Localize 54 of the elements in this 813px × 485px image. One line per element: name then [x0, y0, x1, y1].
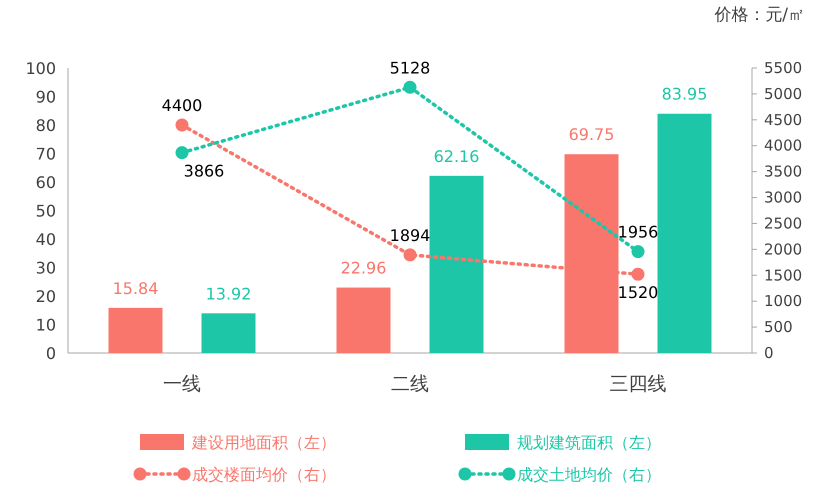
data-label: 83.95 — [662, 84, 708, 104]
data-label: 13.92 — [206, 284, 252, 304]
y2-tick-label: 1500 — [764, 266, 802, 284]
y-tick-label: 60 — [36, 173, 56, 192]
point — [632, 268, 644, 281]
y2-tick-label: 4500 — [764, 110, 802, 129]
y2-tick-label: 3000 — [764, 188, 802, 207]
data-label: 1520 — [618, 283, 658, 302]
y-tick-label: 40 — [36, 230, 56, 249]
y-tick-label: 70 — [36, 144, 56, 164]
bar — [658, 114, 712, 353]
y2-tick-label: 4000 — [764, 136, 802, 155]
legend-label: 成交土地均价（右） — [517, 465, 661, 484]
data-label: 5128 — [390, 58, 430, 78]
x-tick-label: 一线 — [163, 373, 201, 395]
y-tick-label: 0 — [46, 344, 56, 363]
y2-tick-label: 1000 — [764, 292, 802, 310]
y2-tick-label: 500 — [764, 318, 793, 336]
data-label: 3866 — [184, 162, 224, 181]
y2-axis-title: 价格：元/㎡ — [713, 5, 805, 25]
y-tick-label: 90 — [36, 88, 56, 106]
data-label: 1894 — [390, 226, 430, 245]
y2-tick-label: 5000 — [764, 84, 802, 103]
bar — [202, 313, 256, 353]
point — [404, 248, 416, 262]
bar — [108, 308, 162, 353]
legend-label: 成交楼面均价（右） — [192, 465, 336, 484]
x-tick-label: 二线 — [391, 373, 429, 395]
data-label: 1956 — [618, 222, 658, 242]
data-label: 4400 — [162, 96, 202, 115]
x-tick-label: 三四线 — [610, 373, 666, 395]
y2-tick-label: 2500 — [764, 214, 802, 232]
y-tick-label: 80 — [36, 116, 56, 135]
y-tick-label: 20 — [36, 287, 56, 306]
y2-tick-label: 3500 — [764, 162, 802, 181]
y-tick-label: 100 — [25, 59, 56, 78]
y-tick-label: 10 — [36, 316, 56, 334]
data-label: 22.96 — [340, 258, 386, 278]
point — [404, 80, 416, 94]
y2-tick-label: 0 — [764, 344, 774, 362]
point — [176, 118, 188, 132]
y-tick-label: 50 — [36, 202, 56, 220]
legend-label: 规划建筑面积（左） — [517, 433, 661, 452]
y2-tick-label: 2000 — [764, 240, 802, 258]
y2-tick-label: 5500 — [764, 59, 802, 77]
data-label: 15.84 — [112, 278, 158, 298]
data-label: 62.16 — [434, 146, 480, 166]
y-tick-label: 30 — [36, 258, 56, 278]
bar — [336, 288, 390, 353]
legend-label: 建设用地面积（左） — [191, 433, 336, 452]
bar — [430, 176, 484, 353]
point — [632, 245, 644, 258]
data-label: 69.75 — [568, 125, 614, 144]
point — [176, 146, 188, 160]
